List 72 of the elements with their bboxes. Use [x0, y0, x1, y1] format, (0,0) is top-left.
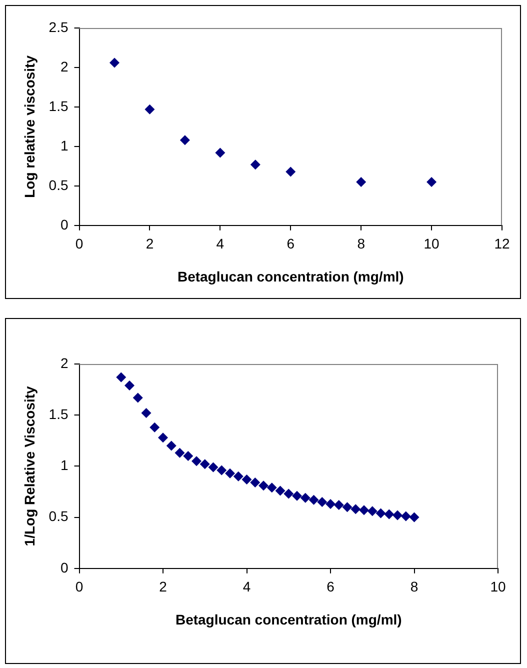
point: [225, 468, 236, 478]
x-tick-label: 10: [490, 578, 506, 595]
point: [216, 465, 227, 476]
point: [166, 440, 176, 451]
point: [141, 408, 152, 418]
x-tick-label: 6: [326, 578, 335, 595]
point: [215, 148, 226, 158]
point: [192, 456, 202, 466]
point: [266, 482, 277, 493]
point: [334, 500, 344, 510]
y-tick-label: 1.5: [48, 406, 68, 422]
point: [356, 176, 366, 187]
point: [292, 490, 302, 501]
x-tick-label: 6: [286, 236, 295, 252]
point: [359, 505, 370, 516]
point: [180, 135, 190, 146]
point: [300, 492, 310, 503]
point: [174, 448, 185, 458]
x-tick-label: 8: [410, 578, 418, 595]
point: [132, 392, 143, 403]
x-tick-label: 4: [242, 578, 251, 595]
x-tick-label: 12: [494, 236, 510, 252]
point: [250, 160, 260, 170]
point: [409, 512, 420, 522]
y-tick-label: 2: [60, 58, 68, 74]
point: [150, 422, 160, 432]
point: [392, 510, 403, 520]
y-tick-label: 0.5: [48, 508, 68, 524]
point: [208, 462, 218, 472]
x-tick-label: 10: [424, 236, 440, 252]
point: [258, 480, 269, 491]
point: [116, 372, 126, 382]
y-tick-label: 1: [60, 137, 68, 154]
point: [275, 486, 286, 496]
x-tick-label: 2: [146, 236, 154, 252]
point: [367, 506, 378, 516]
x-tick-label: 8: [357, 236, 366, 252]
point: [384, 509, 394, 520]
point: [158, 432, 168, 443]
x-tick-label: 4: [216, 236, 224, 252]
x-tick-label: 0: [75, 578, 84, 595]
y-tick-label: 2: [60, 354, 68, 371]
point: [109, 58, 120, 68]
point: [284, 488, 294, 499]
point: [350, 504, 361, 514]
y-tick-label: 2.5: [48, 18, 68, 35]
y-tick-label: 0.5: [48, 176, 68, 193]
point: [250, 478, 260, 488]
point: [233, 471, 244, 482]
y-axis-title: 1/Log Relative Viscosity: [21, 386, 38, 546]
point: [426, 176, 437, 187]
y-tick-label: 1: [60, 457, 68, 474]
x-axis-title: Betaglucan concentration (mg/ml): [175, 611, 402, 628]
x-tick-label: 2: [159, 578, 168, 595]
y-axis-title: Log relative viscosity: [21, 55, 38, 198]
point: [144, 104, 155, 114]
point: [326, 499, 336, 510]
point: [342, 502, 352, 512]
point: [242, 474, 252, 484]
point: [376, 508, 386, 518]
point: [124, 380, 135, 390]
point: [400, 511, 411, 522]
y-tick-label: 0: [60, 216, 68, 232]
point: [183, 450, 194, 461]
point: [286, 166, 296, 177]
y-tick-label: 1.5: [48, 98, 68, 114]
y-tick-label: 0: [60, 559, 68, 576]
point: [308, 494, 319, 505]
x-axis-title: Betaglucan concentration (mg/ml): [177, 268, 404, 284]
point: [200, 459, 210, 470]
x-tick-label: 0: [75, 236, 84, 252]
point: [317, 496, 328, 507]
